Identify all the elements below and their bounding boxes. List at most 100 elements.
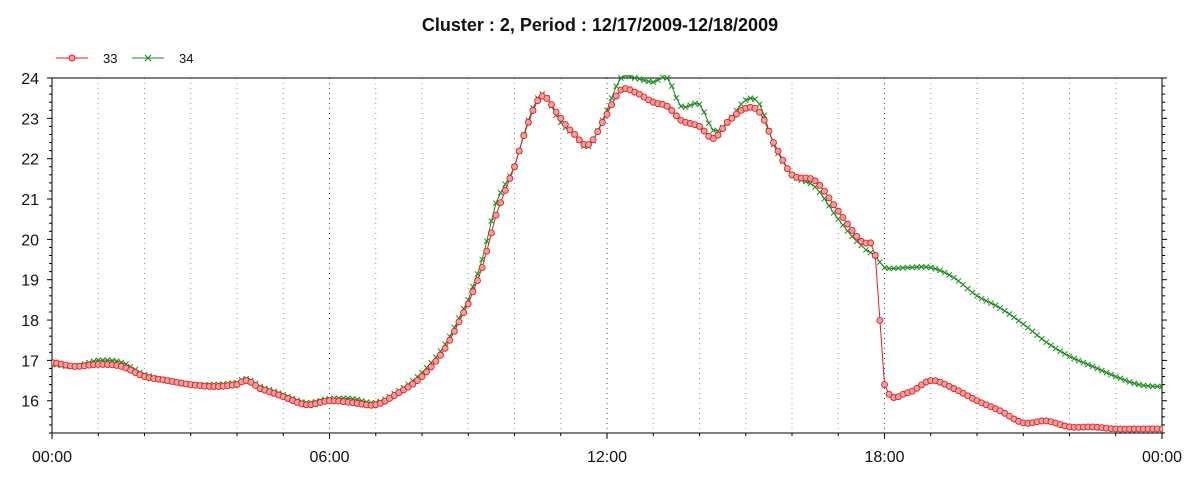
data-point-33: [483, 247, 491, 255]
data-point-34: [1122, 377, 1128, 384]
data-point-33: [668, 107, 676, 114]
y-tick-label: 24: [21, 71, 39, 88]
y-tick-label: 21: [21, 192, 39, 209]
data-point-34: [664, 75, 671, 81]
data-point-34: [691, 100, 698, 107]
data-point-33: [770, 139, 777, 146]
data-point-33: [252, 382, 259, 389]
data-point-34: [969, 289, 976, 296]
data-point-34: [1048, 342, 1054, 349]
data-point-34: [682, 104, 689, 111]
data-point-34: [974, 292, 980, 299]
data-point-33: [478, 264, 486, 272]
data-point-33: [885, 390, 893, 398]
data-point-33: [543, 94, 551, 102]
y-tick-label: 16: [21, 394, 39, 411]
data-point-34: [978, 295, 985, 302]
series-33: [52, 85, 1162, 433]
data-point-33: [820, 187, 828, 195]
data-point-33: [566, 126, 574, 134]
data-point-34: [650, 79, 657, 85]
y-tick-label: 19: [21, 273, 39, 290]
data-point-33: [561, 120, 569, 128]
data-point-33: [413, 377, 421, 385]
data-point-34: [941, 269, 948, 276]
x-tick-label: 18:00: [864, 449, 904, 466]
data-point-34: [937, 267, 943, 274]
data-point-34: [701, 109, 708, 116]
data-point-34: [636, 75, 643, 82]
data-point-34: [950, 274, 957, 281]
data-point-33: [464, 300, 472, 308]
data-point-33: [723, 118, 731, 126]
data-point-33: [714, 131, 722, 139]
plot-area-frame: [51, 77, 1163, 434]
data-point-34: [1071, 355, 1078, 362]
data-point-33: [913, 384, 921, 392]
data-point-33: [733, 110, 740, 118]
data-point-33: [700, 127, 708, 135]
data-point-34: [1057, 348, 1064, 355]
data-point-33: [455, 318, 463, 326]
data-point-34: [742, 97, 749, 104]
data-point-34: [890, 265, 897, 272]
data-point-34: [1159, 383, 1162, 390]
data-point-34: [1154, 383, 1161, 390]
data-point-34: [1135, 381, 1142, 388]
y-tick-label: 23: [21, 111, 39, 128]
data-point-34: [1085, 361, 1091, 368]
data-point-33: [765, 127, 773, 135]
legend-marker-34: [144, 54, 152, 62]
data-point-34: [923, 264, 930, 270]
data-point-34: [1061, 350, 1068, 357]
data-point-33: [529, 107, 537, 114]
data-point-34: [705, 120, 712, 127]
data-point-33: [774, 147, 782, 155]
data-point-33: [446, 336, 454, 344]
data-point-34: [946, 272, 953, 278]
data-point-33: [492, 211, 500, 219]
data-point-34: [710, 127, 717, 134]
data-point-34: [913, 264, 920, 271]
data-point-33: [779, 156, 787, 164]
data-point-33: [501, 187, 509, 194]
data-point-33: [612, 92, 620, 100]
data-point-34: [1080, 359, 1087, 366]
data-point-34: [863, 246, 869, 253]
y-tick-label: 20: [21, 232, 39, 249]
data-point-33: [450, 327, 458, 335]
data-point-34: [1001, 307, 1008, 314]
data-point-34: [955, 277, 962, 284]
data-point-34: [1006, 311, 1013, 317]
data-point-33: [844, 220, 851, 228]
data-point-34: [617, 75, 624, 81]
data-point-34: [1126, 378, 1133, 385]
data-point-33: [460, 309, 468, 316]
data-point-33: [663, 102, 671, 110]
legend-label-33: 33: [103, 51, 117, 66]
data-point-33: [520, 132, 528, 140]
data-point-33: [881, 381, 888, 389]
data-point-34: [1038, 335, 1045, 342]
data-point-33: [497, 199, 505, 207]
data-point-33: [511, 163, 518, 171]
data-point-34: [668, 83, 675, 90]
data-point-34: [932, 265, 939, 272]
data-point-34: [1145, 382, 1152, 389]
data-point-33: [839, 213, 847, 221]
data-point-34: [1052, 345, 1059, 352]
data-point-34: [1103, 369, 1110, 376]
data-point-33: [696, 122, 703, 130]
data-point-34: [631, 75, 638, 81]
data-point-34: [752, 96, 758, 103]
legend-marker-33: [68, 54, 76, 62]
data-point-34: [654, 77, 661, 84]
data-point-34: [1066, 353, 1073, 360]
data-point-33: [709, 135, 717, 142]
data-point-33: [432, 357, 440, 365]
data-point-33: [524, 118, 532, 126]
data-point-33: [441, 344, 449, 352]
data-point-34: [488, 218, 495, 224]
data-point-34: [1043, 339, 1050, 346]
data-point-33: [751, 104, 759, 112]
